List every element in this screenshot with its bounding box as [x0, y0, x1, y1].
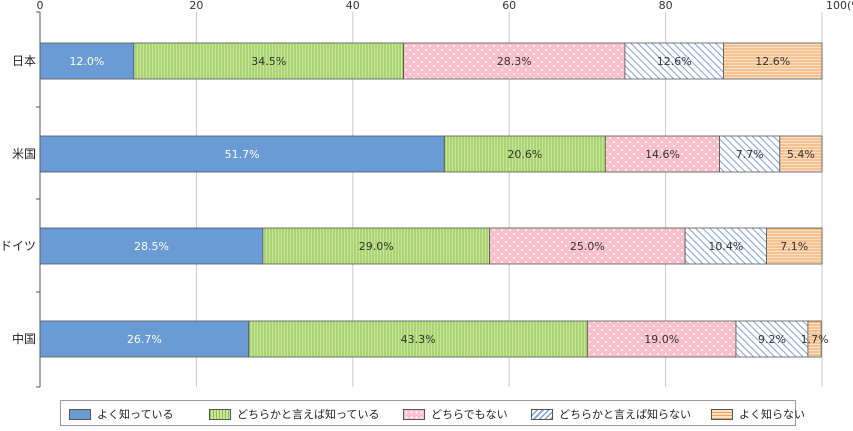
x-tick-label: 40 — [346, 0, 360, 12]
legend: よく知っている どちらかと言えば知っている どちらでもない どちらかと言えば知ら… — [60, 400, 805, 426]
bar-segment — [684, 227, 767, 265]
data-label: 9.2% — [758, 333, 786, 346]
bar-segment — [248, 320, 588, 358]
category-label: 米国 — [12, 147, 36, 161]
legend-item-4: よく知らない — [711, 406, 805, 422]
bar-segment — [766, 227, 823, 265]
legend-swatch-4 — [711, 408, 733, 420]
legend-swatch-1 — [209, 408, 231, 420]
data-label: 19.0% — [644, 333, 679, 346]
data-label: 20.6% — [507, 148, 542, 161]
data-label: 5.4% — [787, 148, 815, 161]
legend-swatch-3 — [531, 408, 553, 420]
bar-segment — [624, 42, 724, 80]
bar-segment — [262, 227, 491, 265]
bar-segment — [403, 42, 626, 80]
data-label: 7.1% — [780, 240, 808, 253]
legend-item-3: どちらかと言えば知らない — [531, 406, 691, 422]
data-label: 1.7% — [801, 333, 829, 346]
bar-segment — [807, 320, 822, 358]
data-labels: 12.0% 34.5% 28.3% 12.6% 12.6% 51.7% 20.6% 14.6%… — [69, 55, 828, 346]
data-label: 34.5% — [251, 55, 286, 68]
bar-segment — [723, 42, 823, 80]
data-label: 51.7% — [225, 148, 260, 161]
bar-segment — [587, 320, 737, 358]
data-label: 26.7% — [127, 333, 162, 346]
x-tick-label: 80 — [659, 0, 673, 12]
bar-segment — [133, 42, 405, 80]
x-tick-label: 100(%) — [826, 0, 853, 12]
data-label: 7.7% — [736, 148, 764, 161]
bar-segment — [443, 135, 606, 173]
data-label: 43.3% — [401, 333, 436, 346]
x-tick-label: 60 — [502, 0, 516, 12]
legend-label-2: どちらでもない — [431, 408, 508, 421]
legend-swatch-0 — [69, 408, 91, 420]
x-tick-label: 0 — [37, 0, 44, 12]
data-label: 14.6% — [645, 148, 680, 161]
legend-label-0: よく知っている — [97, 408, 174, 421]
category-label: 日本 — [12, 54, 36, 68]
legend-label-4: よく知らない — [739, 408, 805, 421]
data-label: 29.0% — [359, 240, 394, 253]
data-label: 28.5% — [134, 240, 169, 253]
data-label: 12.6% — [657, 55, 692, 68]
bar-segment — [39, 42, 135, 80]
bars — [39, 42, 823, 358]
legend-item-2: どちらでもない — [403, 406, 508, 422]
category-label: ドイツ — [0, 239, 36, 253]
bar-segment — [489, 227, 686, 265]
legend-label-1: どちらかと言えば知っている — [237, 408, 380, 421]
bar-segment — [779, 135, 823, 173]
legend-swatch-2 — [403, 408, 425, 420]
data-label: 12.6% — [755, 55, 790, 68]
bar-segment — [39, 227, 264, 265]
bar-segment — [719, 135, 781, 173]
data-label: 10.4% — [708, 240, 743, 253]
data-label: 12.0% — [69, 55, 104, 68]
bar-segment — [735, 320, 809, 358]
bar-segment — [39, 135, 445, 173]
data-label: 25.0% — [570, 240, 605, 253]
data-label: 28.3% — [497, 55, 532, 68]
x-tick-label: 20 — [189, 0, 203, 12]
legend-label-3: どちらかと言えば知らない — [559, 408, 691, 421]
legend-item-1: どちらかと言えば知っている — [209, 406, 379, 422]
category-label: 中国 — [12, 331, 36, 346]
legend-item-0: よく知っている — [69, 406, 173, 422]
